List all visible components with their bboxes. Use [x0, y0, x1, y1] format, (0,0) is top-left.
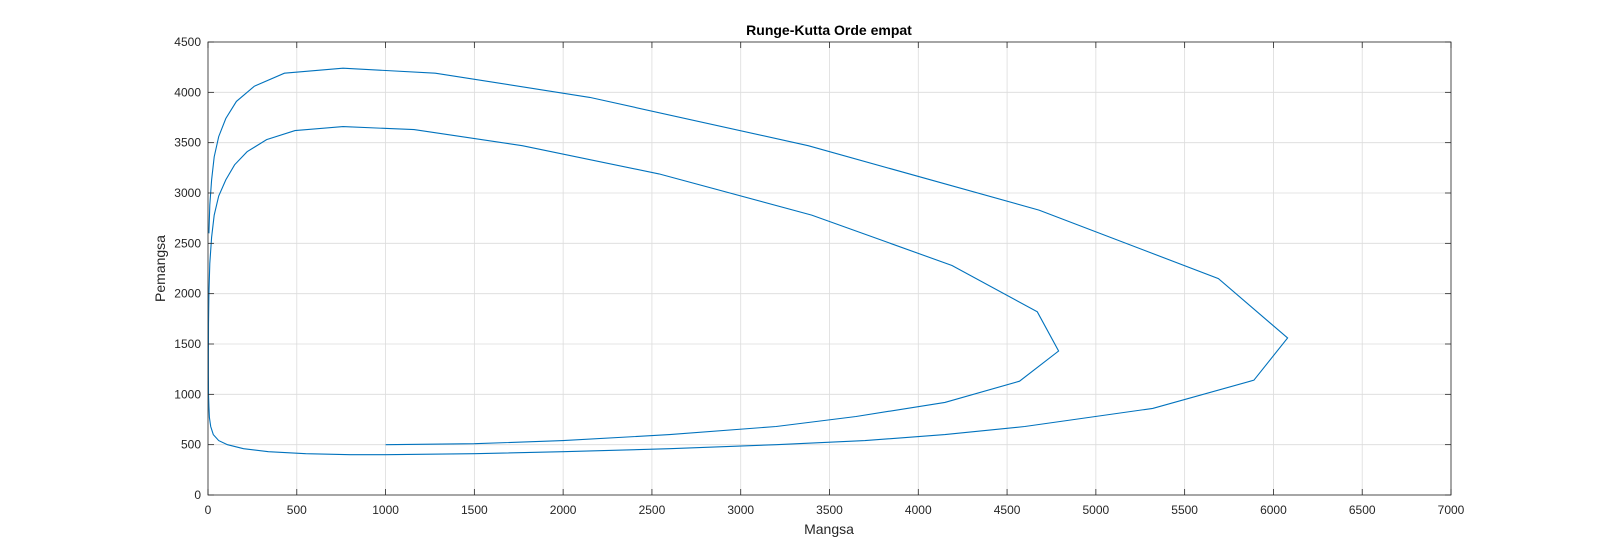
y-tick-label: 500 [181, 438, 201, 452]
x-tick-label: 5000 [1083, 503, 1110, 517]
ticks [207, 41, 1452, 496]
y-tick-label: 4500 [174, 35, 201, 49]
x-tick-label: 4000 [905, 503, 932, 517]
chart-title: Runge-Kutta Orde empat [746, 22, 912, 38]
x-tick-label: 500 [287, 503, 307, 517]
y-tick-label: 1500 [174, 337, 201, 351]
x-tick-label: 1000 [372, 503, 399, 517]
y-tick-label: 4000 [174, 85, 201, 99]
x-tick-label: 6500 [1349, 503, 1376, 517]
x-tick-label: 3500 [816, 503, 843, 517]
y-tick-label: 3000 [174, 186, 201, 200]
x-tick-label: 5500 [1171, 503, 1198, 517]
y-tick-label: 0 [194, 488, 201, 502]
x-tick-label: 7000 [1438, 503, 1465, 517]
x-axis-label: Mangsa [804, 521, 854, 537]
y-tick-label: 3500 [174, 136, 201, 150]
y-tick-label: 1000 [174, 387, 201, 401]
x-tick-label: 6000 [1260, 503, 1287, 517]
x-tick-label: 0 [205, 503, 212, 517]
tick-labels: 0 500 1000 1500 2000 2500 3000 3500 4000 4500 5000… [174, 35, 1464, 517]
x-tick-label: 2500 [639, 503, 666, 517]
y-tick-label: 2500 [174, 236, 201, 250]
y-tick-label: 2000 [174, 287, 201, 301]
x-tick-label: 2000 [550, 503, 577, 517]
series-line [207, 67, 1289, 456]
grid [207, 41, 1452, 496]
x-tick-label: 4500 [994, 503, 1021, 517]
x-tick-label: 3000 [727, 503, 754, 517]
x-tick-label: 1500 [461, 503, 488, 517]
y-axis-label: Pemangsa [152, 235, 168, 302]
